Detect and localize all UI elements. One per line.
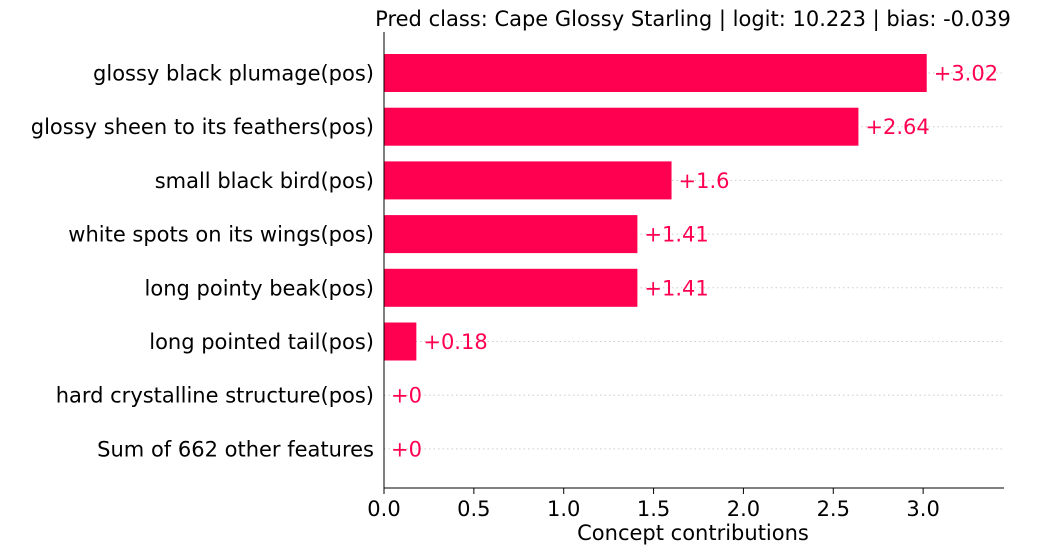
category-label: Sum of 662 other features: [97, 437, 374, 461]
x-tick-label: 2.5: [817, 497, 850, 521]
value-label: +1.6: [679, 169, 730, 193]
category-label: glossy sheen to its feathers(pos): [31, 115, 374, 139]
x-axis-ticks: 0.0 0.5 1.0 1.5 2.0 2.5 3.0: [367, 488, 940, 521]
bar: [384, 54, 927, 92]
value-label: +3.02: [934, 62, 998, 86]
value-label: +0: [391, 384, 422, 408]
bar: [384, 322, 417, 361]
x-tick-label: 0.0: [367, 497, 400, 521]
category-label: white spots on its wings(pos): [68, 223, 374, 247]
bar: [384, 107, 859, 146]
x-tick-label: 2.0: [727, 497, 760, 521]
bars: [384, 54, 927, 361]
value-label: +0.18: [423, 330, 487, 354]
x-tick-label: 1.5: [637, 497, 670, 521]
x-tick-label: 3.0: [906, 497, 939, 521]
value-label: +0: [391, 437, 422, 461]
value-label: +2.64: [865, 115, 929, 139]
value-label: +1.41: [644, 223, 708, 247]
category-label: long pointy beak(pos): [145, 276, 374, 300]
bar: [384, 161, 672, 200]
category-labels: glossy black plumage(pos) glossy sheen to…: [31, 62, 374, 462]
bar: [384, 215, 638, 254]
chart-title: Pred class: Cape Glossy Starling | logit…: [375, 7, 1011, 32]
x-axis-label: Concept contributions: [577, 521, 809, 545]
value-labels: +3.02 +2.64 +1.6 +1.41 +1.41 +0.18 +0 +0: [391, 62, 998, 462]
category-label: glossy black plumage(pos): [93, 62, 374, 86]
category-label: long pointed tail(pos): [149, 330, 374, 354]
category-label: hard crystalline structure(pos): [56, 384, 374, 408]
value-label: +1.41: [644, 276, 708, 300]
bar: [384, 268, 638, 307]
x-tick-label: 0.5: [457, 497, 490, 521]
category-label: small black bird(pos): [155, 169, 374, 193]
x-tick-label: 1.0: [547, 497, 580, 521]
